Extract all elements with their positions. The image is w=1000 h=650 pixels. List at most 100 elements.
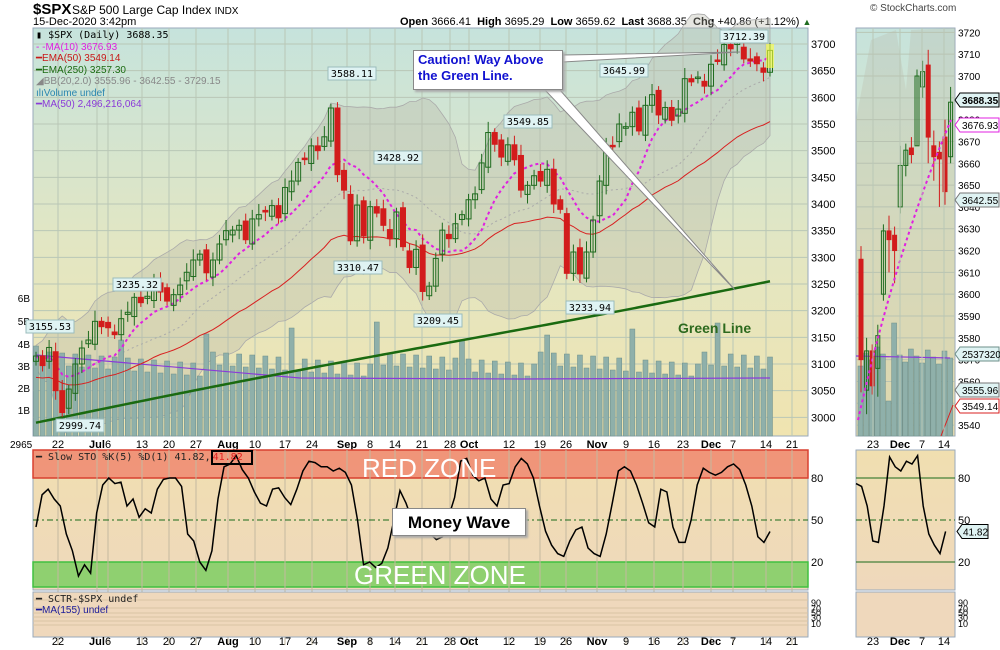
legend-ma10: - -MA(10) 3676.93: [36, 41, 118, 53]
svg-text:26: 26: [560, 636, 572, 648]
svg-text:3300: 3300: [811, 252, 835, 264]
svg-text:Sep: Sep: [337, 636, 357, 648]
svg-text:21: 21: [786, 636, 798, 648]
svg-text:3B: 3B: [18, 362, 31, 373]
candle-icon: ▮: [36, 30, 43, 41]
svg-text:19: 19: [534, 636, 546, 648]
svg-text:24: 24: [306, 636, 318, 648]
svg-text:Oct: Oct: [460, 636, 479, 648]
svg-text:20: 20: [163, 439, 175, 451]
svg-text:3600: 3600: [958, 290, 981, 301]
svg-text:6B: 6B: [18, 294, 31, 305]
svg-text:6: 6: [105, 439, 111, 451]
svg-text:21: 21: [786, 439, 798, 451]
svg-text:3620: 3620: [958, 247, 981, 258]
svg-text:3660: 3660: [958, 159, 981, 170]
svg-text:3100: 3100: [811, 359, 835, 371]
svg-text:3642.55: 3642.55: [962, 196, 999, 207]
svg-text:70: 70: [958, 604, 968, 614]
svg-text:14: 14: [760, 636, 772, 648]
svg-text:3700: 3700: [958, 72, 981, 83]
svg-text:20: 20: [958, 557, 970, 569]
svg-text:22: 22: [52, 439, 64, 451]
svg-text:8: 8: [367, 636, 373, 648]
copyright: © StockCharts.com: [870, 3, 957, 14]
green-zone-label: GREEN ZONE: [354, 560, 526, 590]
svg-text:3350: 3350: [811, 226, 835, 238]
zoom-panel: 3540355035603570358035903600361036203630…: [855, 27, 1000, 648]
up-arrow-icon: ▲: [802, 17, 812, 27]
svg-text:7: 7: [919, 439, 925, 451]
svg-text:3549.14: 3549.14: [962, 402, 999, 413]
svg-text:Dec: Dec: [701, 636, 721, 648]
svg-text:Oct: Oct: [460, 439, 479, 451]
svg-text:3555.96: 3555.96: [962, 386, 999, 397]
svg-text:10: 10: [249, 636, 261, 648]
svg-text:3610: 3610: [958, 268, 981, 279]
sctr-legend: ━ SCTR-$SPX undef ━MA(155) undef: [36, 594, 139, 616]
legend-ma50-volume: ━MA(50) 2,496,216,064: [36, 99, 142, 110]
ohlc-summary: Open 3666.41 High 3695.29 Low 3659.62 La…: [400, 16, 812, 28]
svg-text:3310.47: 3310.47: [337, 263, 379, 274]
svg-text:17: 17: [279, 636, 291, 648]
svg-text:21: 21: [416, 439, 428, 451]
svg-text:12: 12: [503, 439, 515, 451]
svg-text:9: 9: [623, 636, 629, 648]
svg-text:Sep: Sep: [337, 439, 357, 451]
svg-text:16: 16: [648, 439, 660, 451]
svg-text:3676.93: 3676.93: [962, 121, 999, 132]
legend-price: ▮ $SPX (Daily) 3688.35: [36, 30, 169, 41]
caution-callout: Caution! Way Above the Green Line.: [413, 50, 563, 90]
svg-text:Dec: Dec: [890, 636, 910, 648]
svg-text:8: 8: [367, 439, 373, 451]
legend-bb: ◢BB(20,2.0) 3555.96 - 3642.55 - 3729.15: [36, 76, 221, 87]
svg-text:Nov: Nov: [587, 439, 609, 451]
svg-text:3155.53: 3155.53: [29, 322, 71, 333]
svg-text:3428.92: 3428.92: [377, 153, 419, 164]
svg-text:3540: 3540: [958, 421, 981, 432]
svg-text:Dec: Dec: [701, 439, 721, 451]
svg-text:13: 13: [136, 636, 148, 648]
svg-text:3209.45: 3209.45: [417, 316, 459, 327]
svg-text:14: 14: [389, 636, 401, 648]
svg-text:80: 80: [811, 473, 823, 485]
svg-text:70: 70: [811, 604, 821, 614]
svg-text:3710: 3710: [958, 50, 981, 61]
svg-text:3600: 3600: [811, 92, 835, 104]
svg-text:80: 80: [958, 473, 970, 485]
svg-text:28: 28: [444, 439, 456, 451]
svg-text:20: 20: [811, 557, 823, 569]
svg-text:50: 50: [958, 608, 968, 618]
svg-text:3670: 3670: [958, 137, 981, 148]
svg-text:1B: 1B: [18, 406, 31, 417]
money-wave-callout: Money Wave: [392, 508, 526, 536]
svg-text:7: 7: [919, 636, 925, 648]
svg-text:7: 7: [730, 636, 736, 648]
svg-text:26: 26: [560, 439, 572, 451]
legend-ema250: ━EMA(250) 3257.30: [36, 64, 126, 76]
sto-legend: ━ Slow STO %K(5) %D(1) 41.82, 41.82: [36, 450, 253, 465]
svg-text:17: 17: [279, 439, 291, 451]
svg-text:4B: 4B: [18, 340, 31, 351]
svg-text:10: 10: [249, 439, 261, 451]
svg-text:28: 28: [444, 636, 456, 648]
svg-text:3250: 3250: [811, 279, 835, 291]
svg-text:Aug: Aug: [217, 439, 238, 451]
svg-text:14: 14: [389, 439, 401, 451]
svg-text:3588.11: 3588.11: [331, 69, 373, 80]
svg-text:Jul: Jul: [89, 439, 105, 451]
svg-text:3650: 3650: [958, 181, 981, 192]
svg-text:41.82: 41.82: [963, 527, 988, 538]
svg-text:3630: 3630: [958, 225, 981, 236]
svg-text:14: 14: [938, 439, 950, 451]
svg-text:3150: 3150: [811, 332, 835, 344]
svg-text:3500: 3500: [811, 146, 835, 158]
svg-text:3549.85: 3549.85: [507, 117, 549, 128]
symbol: $SPX: [33, 1, 72, 18]
svg-text:3450: 3450: [811, 172, 835, 184]
svg-text:90: 90: [811, 598, 821, 608]
svg-text:23: 23: [677, 439, 689, 451]
svg-text:3688.35: 3688.35: [962, 96, 999, 107]
svg-text:3590: 3590: [958, 312, 981, 323]
